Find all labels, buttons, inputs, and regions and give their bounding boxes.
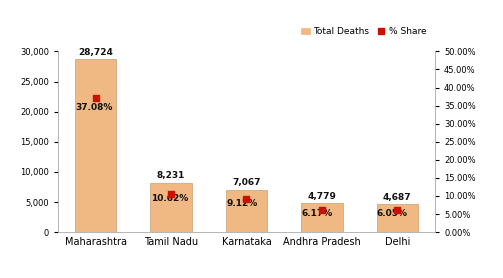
Text: 6.05%: 6.05% — [377, 209, 408, 219]
Bar — [75, 59, 116, 232]
Point — [393, 208, 401, 212]
Point — [92, 96, 100, 100]
Bar — [377, 204, 418, 232]
Bar — [150, 183, 192, 232]
Text: 6.17%: 6.17% — [301, 209, 333, 218]
Point — [318, 208, 326, 212]
Text: 9.12%: 9.12% — [226, 199, 258, 208]
Bar — [301, 203, 343, 232]
Text: 4,779: 4,779 — [307, 192, 337, 201]
Text: 69% of total deaths are recorded only in 5 states: 69% of total deaths are recorded only in… — [67, 14, 436, 27]
Text: 37.08%: 37.08% — [75, 103, 113, 112]
Point — [167, 192, 175, 196]
Point — [242, 197, 250, 201]
Bar — [226, 190, 267, 232]
Text: 10.62%: 10.62% — [150, 194, 188, 203]
Text: 4,687: 4,687 — [383, 193, 411, 202]
Legend: Total Deaths, % Share: Total Deaths, % Share — [297, 23, 431, 40]
Text: 28,724: 28,724 — [78, 48, 113, 57]
Text: 7,067: 7,067 — [232, 178, 261, 187]
Text: 8,231: 8,231 — [157, 172, 185, 180]
